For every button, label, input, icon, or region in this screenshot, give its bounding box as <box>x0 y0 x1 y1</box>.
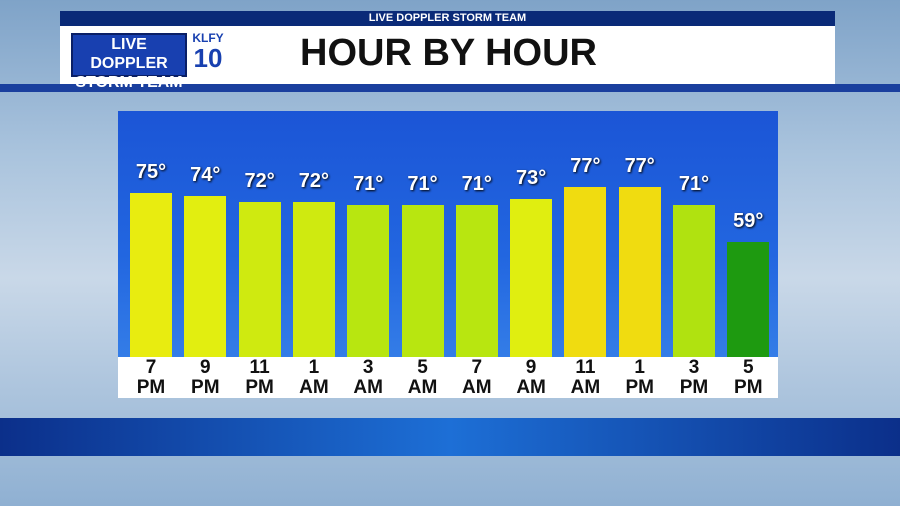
bar <box>673 205 715 357</box>
bar <box>455 205 498 357</box>
logo-text: LIVE DOPPLER <box>90 36 168 72</box>
x-tick-label: 3 AM <box>353 357 383 398</box>
title-bar <box>60 26 835 84</box>
logo-text: STORM TEAM <box>75 74 183 91</box>
value-label: 71° <box>678 173 710 196</box>
x-tick-label: 9 AM <box>516 357 546 398</box>
value-label: 71° <box>353 173 384 196</box>
x-tick-label: 9 PM <box>191 357 220 398</box>
x-tick-label: 5 PM <box>734 357 763 398</box>
label-strip <box>118 357 778 398</box>
value-label: 72° <box>244 170 275 193</box>
bar <box>347 205 390 357</box>
bar <box>238 202 281 357</box>
value-label: 74° <box>190 164 221 187</box>
value-label: 72° <box>298 170 330 193</box>
value-label: 71° <box>407 173 438 196</box>
band <box>0 84 900 92</box>
x-tick-label: 1 AM <box>299 357 329 398</box>
value-label: 59° <box>733 210 764 232</box>
x-tick-label: 1 PM <box>625 357 654 398</box>
bar <box>618 187 661 357</box>
value-label: 75° <box>135 161 167 184</box>
channel: 10 <box>193 43 223 73</box>
station-logo: KLFY 10 <box>185 31 231 75</box>
value-label: 73° <box>515 167 547 190</box>
x-tick-label: 3 PM <box>679 357 709 398</box>
bar <box>130 193 172 357</box>
bar <box>184 196 227 357</box>
value-label: 77° <box>570 155 601 177</box>
x-tick-label: 7 PM <box>136 357 166 398</box>
x-tick-label: 11 PM <box>245 357 274 398</box>
value-label: 71° <box>461 173 492 196</box>
bar <box>510 199 553 357</box>
bar <box>401 205 444 357</box>
logo: LIVE DOPPLER STORM TEAM <box>71 33 187 91</box>
x-tick-label: 7 AM <box>462 357 492 398</box>
bar <box>564 187 607 357</box>
bar <box>727 242 770 357</box>
value-label: 77° <box>624 155 655 177</box>
x-tick-label: 11 AM <box>570 357 601 398</box>
bar <box>292 202 335 357</box>
top-strip: LIVE DOPPLER STORM TEAM <box>60 11 835 26</box>
chart-title: HOUR BY HOUR <box>300 32 597 74</box>
station: KLFY <box>192 31 224 45</box>
plot-area <box>118 111 778 398</box>
band <box>0 418 900 456</box>
x-tick-label: 5 AM <box>407 357 438 398</box>
